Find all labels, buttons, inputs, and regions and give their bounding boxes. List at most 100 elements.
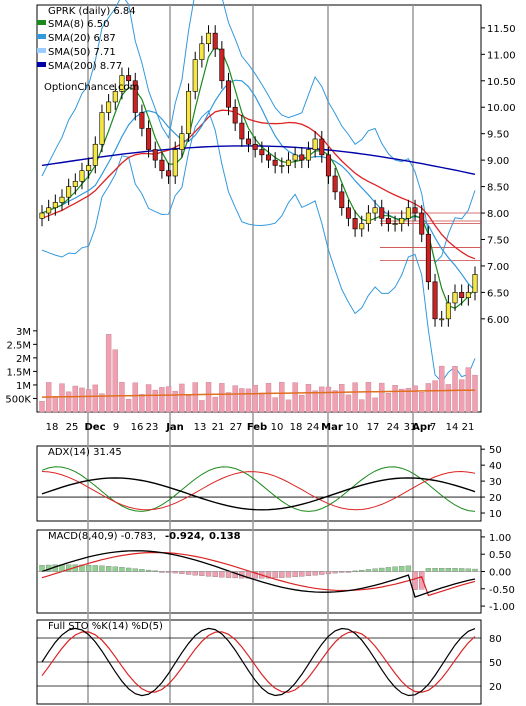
macd-histogram-bar bbox=[412, 571, 418, 590]
candle-body bbox=[232, 106, 238, 124]
macd-histogram-bar bbox=[452, 568, 458, 572]
legend-label: SMA(20) 6.87 bbox=[48, 33, 116, 44]
volume-bar bbox=[52, 396, 59, 413]
macd-histogram-bar bbox=[425, 568, 432, 572]
date-label: Mar bbox=[321, 422, 343, 433]
date-label: 25 bbox=[66, 422, 79, 433]
volume-bar bbox=[472, 374, 478, 413]
candle-body bbox=[126, 75, 132, 82]
volume-bar bbox=[205, 382, 212, 413]
volume-bar bbox=[172, 390, 178, 413]
date-label: 31 bbox=[404, 422, 417, 433]
volume-average-line bbox=[41, 389, 476, 398]
candle-body bbox=[239, 122, 245, 140]
candle-body bbox=[399, 218, 405, 224]
volume-bar bbox=[299, 394, 305, 413]
candle-body bbox=[379, 207, 385, 219]
candle-body bbox=[199, 43, 205, 60]
price-axis-label: 11.00 bbox=[487, 50, 516, 61]
date-label: 13 bbox=[194, 422, 207, 433]
macd-histogram-bar bbox=[99, 565, 105, 572]
legend-swatch bbox=[37, 34, 46, 39]
volume-bar bbox=[145, 384, 152, 413]
candle-body bbox=[246, 138, 252, 145]
volume-bar bbox=[85, 389, 92, 413]
price-axis-label: 6.50 bbox=[487, 288, 509, 299]
macd-histogram-bar bbox=[319, 571, 325, 575]
price-axis-label: 9.00 bbox=[487, 156, 509, 167]
volume-bar bbox=[152, 389, 158, 413]
macd-histogram-bar bbox=[85, 564, 92, 572]
candle-body bbox=[152, 149, 158, 161]
date-label: 21 bbox=[462, 422, 475, 433]
date-label: 18 bbox=[46, 422, 59, 433]
candle-body bbox=[339, 191, 345, 209]
volume-bar bbox=[72, 385, 79, 413]
candle-body bbox=[179, 133, 185, 150]
volume-bar bbox=[132, 382, 138, 413]
macd-histogram-bar bbox=[305, 571, 312, 576]
legend-swatch bbox=[37, 20, 46, 25]
volume-bar bbox=[359, 399, 365, 413]
macd-histogram-bar bbox=[392, 566, 398, 572]
candle-body bbox=[365, 212, 371, 224]
volume-bar bbox=[339, 384, 345, 413]
macd-histogram-bar bbox=[292, 571, 298, 578]
macd-histogram-bar bbox=[192, 571, 198, 576]
sto-label: Full STO %K(14) %D(5) bbox=[48, 621, 163, 632]
date-label: 23 bbox=[146, 422, 159, 433]
volume-bar bbox=[352, 382, 358, 413]
macd-value-blue: 0.138 bbox=[209, 531, 241, 542]
candle-body bbox=[292, 154, 298, 161]
volume-bar bbox=[325, 386, 332, 413]
candle-body bbox=[452, 292, 458, 304]
candle-body bbox=[66, 186, 72, 198]
macd-histogram-bar bbox=[92, 565, 98, 572]
date-label: 24 bbox=[307, 422, 320, 433]
candle-body bbox=[219, 48, 225, 82]
date-label: 10 bbox=[346, 422, 359, 433]
macd-histogram-bar bbox=[179, 571, 185, 574]
price-axis-label: 9.50 bbox=[487, 130, 509, 141]
date-label: Feb bbox=[247, 422, 267, 433]
volume-bar bbox=[219, 383, 225, 413]
date-label: 9 bbox=[113, 422, 119, 433]
volume-bar bbox=[99, 393, 105, 413]
price-axis-label: 6.00 bbox=[487, 315, 509, 326]
volume-bar bbox=[285, 399, 292, 413]
macd-histogram-bar bbox=[219, 571, 225, 578]
macd-histogram-bar bbox=[385, 567, 392, 572]
sto-k-line bbox=[41, 627, 476, 697]
volume-bar bbox=[405, 388, 412, 413]
macd-histogram-bar bbox=[365, 569, 372, 572]
candle-body bbox=[206, 32, 212, 45]
candle-body bbox=[372, 207, 378, 214]
candle-body bbox=[46, 207, 52, 214]
macd-histogram-bar bbox=[372, 568, 378, 572]
price-axis-label: 8.00 bbox=[487, 209, 509, 220]
volume-bar bbox=[225, 392, 232, 413]
candle-body bbox=[425, 233, 431, 283]
watermark: OptionChance.com bbox=[44, 82, 139, 93]
date-label: 14 bbox=[446, 422, 459, 433]
sto-d-line bbox=[41, 631, 476, 693]
volume-axis-label: 1.5M bbox=[6, 367, 31, 378]
volume-bar bbox=[259, 392, 265, 413]
candle-body bbox=[332, 175, 338, 193]
volume-bar bbox=[272, 397, 278, 413]
volume-bar bbox=[112, 349, 118, 413]
macd-histogram-bar bbox=[205, 571, 212, 577]
volume-bar bbox=[425, 383, 432, 413]
volume-bar bbox=[452, 366, 458, 413]
adx-axis-label: 50 bbox=[489, 445, 502, 456]
volume-bar bbox=[165, 386, 172, 413]
date-label: 17 bbox=[367, 422, 380, 433]
legend-label: SMA(200) 8.77 bbox=[48, 61, 122, 72]
volume-bar bbox=[39, 400, 45, 413]
legend-label: SMA(50) 7.71 bbox=[48, 47, 116, 58]
macd-histogram-bar bbox=[212, 571, 218, 577]
candle-body bbox=[279, 165, 285, 167]
volume-bar bbox=[419, 392, 425, 413]
candle-body bbox=[312, 138, 318, 150]
macd-axis-label: 0.50 bbox=[489, 550, 511, 561]
